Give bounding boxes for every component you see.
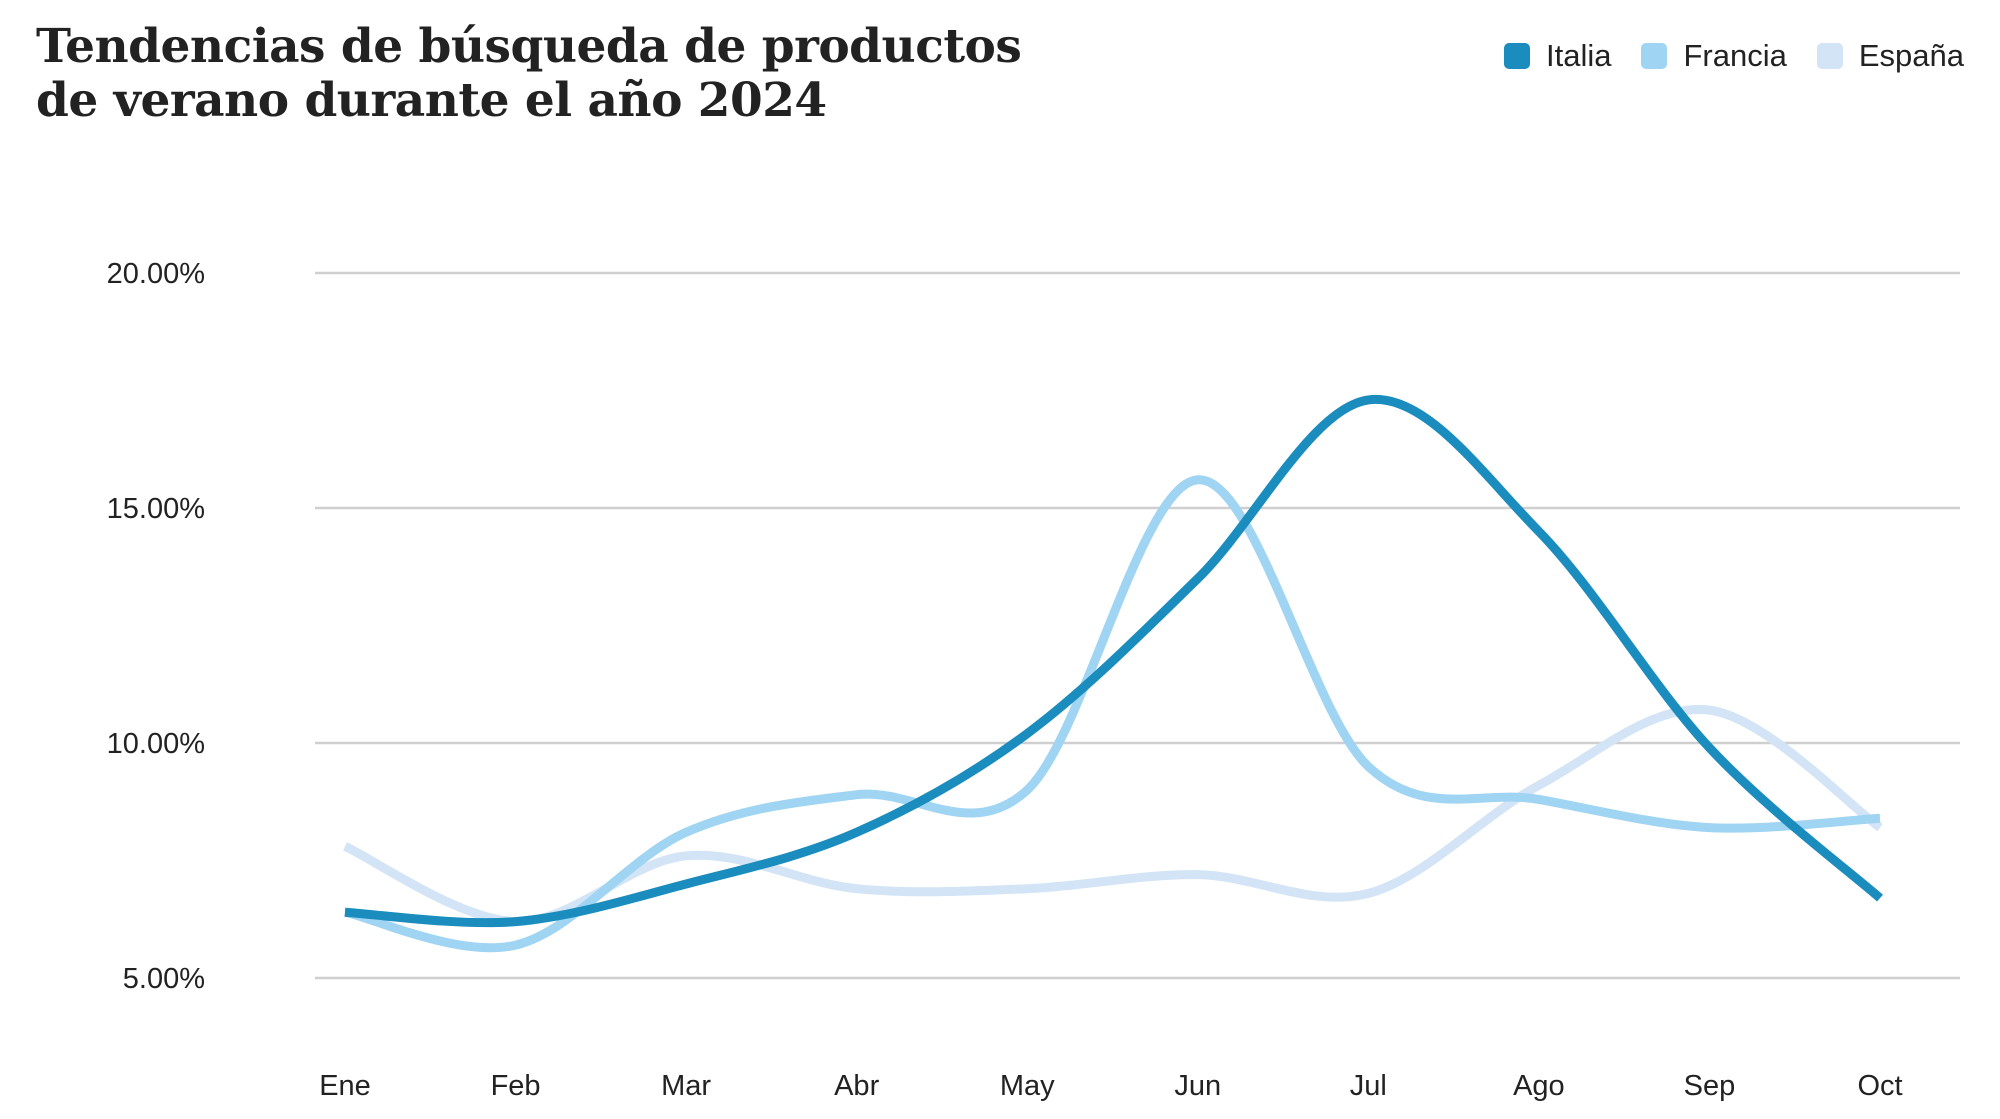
chart-title-line-2: de verano durante el año 2024: [36, 73, 827, 128]
legend-label-francia: Francia: [1683, 38, 1787, 73]
chart-legend: Italia Francia España: [1504, 38, 1964, 74]
legend-label-espana: España: [1858, 38, 1964, 73]
legend-swatch-francia: [1641, 43, 1668, 69]
y-axis-ticks: 5.00% 10.00% 15.00% 20.00%: [107, 258, 205, 995]
chart-title-line-1: Tendencias de búsqueda de productos: [36, 19, 1022, 74]
legend-item-italia: Italia: [1504, 38, 1611, 74]
legend-item-espana: España: [1816, 38, 1964, 74]
x-tick-label: Ago: [1513, 1070, 1565, 1102]
x-tick-label: Mar: [661, 1070, 711, 1102]
x-tick-label: Oct: [1857, 1070, 1902, 1102]
y-tick-label: 20.00%: [107, 258, 205, 290]
x-tick-label: May: [1000, 1070, 1055, 1102]
x-tick-label: Jun: [1174, 1070, 1221, 1102]
x-tick-label: Sep: [1684, 1070, 1736, 1102]
y-tick-label: 5.00%: [123, 963, 205, 995]
y-tick-label: 10.00%: [107, 728, 205, 760]
series-line-francia: [344, 475, 1881, 953]
x-axis-ticks: Ene Feb Mar Abr May Jun Jul Ago Sep Oct: [319, 1070, 1902, 1102]
legend-label-italia: Italia: [1546, 38, 1612, 73]
series-line-espana: [343, 704, 1883, 927]
legend-swatch-italia: [1504, 43, 1530, 69]
grid-lines: [315, 271, 1960, 980]
x-tick-label: Jul: [1350, 1070, 1387, 1102]
y-tick-label: 15.00%: [107, 493, 205, 525]
legend-item-francia: Francia: [1641, 38, 1787, 74]
x-tick-label: Feb: [491, 1070, 541, 1102]
series-line-italia: [344, 394, 1883, 928]
x-tick-label: Abr: [834, 1070, 879, 1102]
series-lines: [343, 394, 1883, 953]
x-tick-label: Ene: [319, 1070, 371, 1102]
chart-title: Tendencias de búsqueda de productos de v…: [36, 20, 1136, 128]
legend-swatch-espana: [1816, 43, 1843, 69]
